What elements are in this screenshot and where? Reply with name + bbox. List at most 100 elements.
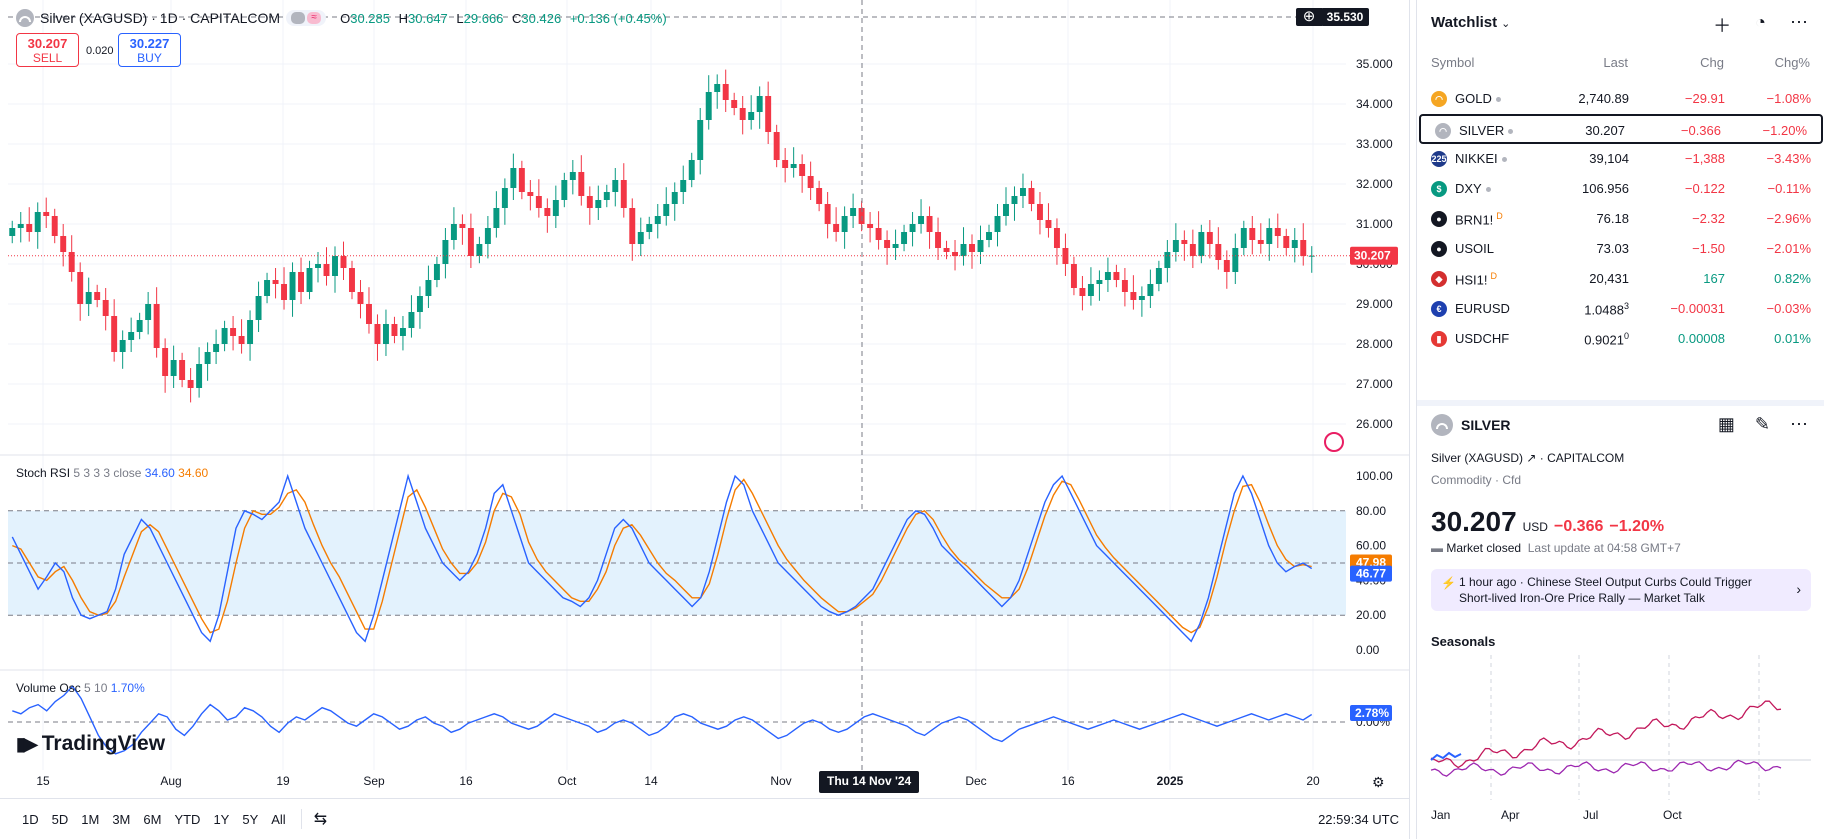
watchlist-row-nikkei[interactable]: 225 NIKKEI 39,104 −1,388 −3.43% bbox=[1417, 144, 1824, 174]
range-all[interactable]: All bbox=[271, 811, 286, 827]
news-card[interactable]: ⚡ 1 hour ago · Chinese Steel Output Curb… bbox=[1431, 569, 1811, 611]
date-axis[interactable]: 15 Aug 19 Sep 16 Oct 14 Nov Dec 16 2025 20 bbox=[0, 770, 1356, 792]
candle-body bbox=[705, 92, 712, 120]
watchlist-row-silver[interactable]: ◠ SILVER 30.207 −0.366 −1.20% bbox=[1419, 114, 1823, 144]
225-icon: 225 bbox=[1431, 151, 1447, 167]
stoch-k-tag bbox=[1350, 565, 1392, 582]
candle-body bbox=[765, 96, 772, 132]
candle-body bbox=[179, 360, 186, 380]
more-icon[interactable]: ⋯ bbox=[1790, 12, 1808, 32]
candle-body bbox=[807, 176, 814, 188]
range-3m[interactable]: 3M bbox=[112, 811, 131, 827]
detail-symbol[interactable]: SILVER bbox=[1461, 417, 1511, 433]
row-last-sup: 0 bbox=[1623, 331, 1629, 341]
status-dot-icon bbox=[1495, 97, 1501, 103]
axis-settings-icon[interactable]: ⚙ bbox=[1372, 774, 1385, 790]
candle-body bbox=[748, 112, 755, 120]
chart-area[interactable]: 35.00034.00033.00032.00031.00030.00029.0… bbox=[0, 0, 1410, 839]
row-chg-pct: −3.43% bbox=[1766, 151, 1811, 166]
chart-title[interactable]: Silver (XAGUSD) · 1D · CAPITALCOM bbox=[40, 10, 281, 26]
add-crosshair-icon[interactable]: ⊕ bbox=[1296, 8, 1322, 26]
status-dot-icon bbox=[1501, 157, 1507, 163]
detail-name-text[interactable]: Silver (XAGUSD) bbox=[1431, 451, 1524, 465]
season-month-label: Oct bbox=[1663, 808, 1682, 822]
detail-type: Commodity · Cfd bbox=[1431, 473, 1522, 487]
seasonals-title[interactable]: Seasonals bbox=[1431, 634, 1496, 649]
range-5y[interactable]: 5Y bbox=[242, 811, 259, 827]
watchlist-row-usoil[interactable]: ● USOIL 73.03 −1.50 −2.01% bbox=[1417, 234, 1824, 264]
add-symbol-icon[interactable]: ＋ bbox=[1713, 16, 1732, 36]
news-headline-line1: Chinese Steel Output Curbs Could Trigger bbox=[1527, 575, 1752, 589]
candle-body bbox=[535, 196, 542, 208]
row-last-text: 39,104 bbox=[1589, 151, 1629, 166]
watchlist-row-gold[interactable]: ◠ GOLD 2,740.89 −29.91 −1.08% bbox=[1417, 84, 1824, 114]
stoch-d-line bbox=[12, 478, 1312, 634]
minus-icon[interactable] bbox=[291, 12, 306, 24]
spread-value: 0.020 bbox=[86, 45, 114, 57]
sell-price: 30.207 bbox=[27, 36, 68, 51]
candle-body bbox=[1266, 228, 1273, 244]
more-icon[interactable]: ⋯ bbox=[1790, 414, 1808, 434]
candle-body bbox=[833, 224, 840, 232]
col-chg[interactable]: Chg bbox=[1700, 55, 1724, 70]
row-chg-pct: 0.01% bbox=[1774, 331, 1811, 346]
range-1y[interactable]: 1Y bbox=[213, 811, 230, 827]
col-last[interactable]: Last bbox=[1603, 55, 1628, 70]
col-symbol[interactable]: Symbol bbox=[1431, 55, 1475, 70]
candle-body bbox=[1011, 196, 1018, 204]
candle-body bbox=[1274, 228, 1281, 236]
sell-button[interactable]: 30.207 SELL bbox=[16, 33, 79, 67]
external-link-icon[interactable]: ↗ bbox=[1526, 451, 1537, 465]
candle-body bbox=[1121, 280, 1128, 292]
advanced-view-icon[interactable]: ◔ bbox=[1755, 12, 1766, 32]
buy-button[interactable]: 30.227 BUY bbox=[118, 33, 181, 67]
go-to-date-icon[interactable]: ⇆ bbox=[313, 811, 328, 828]
grid-icon[interactable]: ▦ bbox=[1717, 414, 1735, 434]
watchlist-row-eurusd[interactable]: € EURUSD 1.04883 −0.00031 −0.03% bbox=[1417, 294, 1824, 324]
stoch-k-tag-text: 46.77 bbox=[1356, 567, 1386, 581]
candle-body bbox=[323, 264, 330, 276]
utc-clock[interactable]: 22:59:34 UTC bbox=[1318, 812, 1399, 827]
vol-tag-text: 2.78% bbox=[1355, 706, 1389, 720]
watchlist-row-dxy[interactable]: $ DXY 106.956 −0.122 −0.11% bbox=[1417, 174, 1824, 204]
edit-icon[interactable]: ✎ bbox=[1754, 414, 1770, 434]
candle-body bbox=[799, 164, 806, 176]
stoch-k-line bbox=[11, 473, 1313, 643]
col-chg-pct[interactable]: Chg% bbox=[1774, 55, 1810, 70]
watchlist-row-hsi1[interactable]: ◆ HSI1! D 20,431 167 0.82% bbox=[1417, 264, 1824, 294]
wave-icon[interactable]: ≈ bbox=[307, 12, 322, 24]
range-1m[interactable]: 1M bbox=[81, 811, 100, 827]
market-status: ▬ Market closed Last update at 04:58 GMT… bbox=[1431, 541, 1681, 555]
candle-body bbox=[586, 196, 593, 208]
price-tick-label: 26.000 bbox=[1356, 417, 1393, 431]
detail-exchange[interactable]: CAPITALCOM bbox=[1547, 451, 1625, 465]
candle-body bbox=[119, 340, 126, 352]
row-last: 2,740.89 bbox=[1578, 91, 1629, 106]
range-1d[interactable]: 1D bbox=[22, 811, 39, 827]
watchlist-title[interactable]: Watchlist ⌄ bbox=[1431, 14, 1510, 31]
watchlist-row-usdchf[interactable]: ▮ USDCHF 0.90210 0.00008 0.01% bbox=[1417, 324, 1824, 354]
stoch-rsi-legend[interactable]: Stoch RSI 5 3 3 3 close 34.60 34.60 bbox=[16, 466, 208, 480]
candle-body bbox=[552, 200, 559, 216]
row-chg-pct: −1.20% bbox=[1762, 123, 1807, 138]
volume-osc-legend[interactable]: Volume Osc 5 10 1.70% bbox=[16, 681, 145, 695]
candle-body bbox=[510, 168, 517, 188]
row-last: 1.04883 bbox=[1584, 301, 1629, 317]
candle-body bbox=[841, 216, 848, 232]
range-6m[interactable]: 6M bbox=[143, 811, 162, 827]
$-icon: $ bbox=[1431, 181, 1447, 197]
range-5d[interactable]: 5D bbox=[51, 811, 69, 827]
row-last: 20,431 bbox=[1589, 271, 1629, 286]
candle-body bbox=[943, 248, 950, 252]
row-chg: −0.366 bbox=[1680, 123, 1721, 138]
chart-canvas[interactable]: 35.00034.00033.00032.00031.00030.00029.0… bbox=[0, 0, 1410, 839]
candle-body bbox=[1104, 272, 1111, 280]
candle-body bbox=[459, 224, 466, 228]
range-ytd[interactable]: YTD bbox=[174, 811, 201, 827]
candle-body bbox=[433, 264, 440, 280]
buy-price: 30.227 bbox=[129, 36, 170, 51]
row-chg: −0.122 bbox=[1684, 181, 1725, 196]
tradingview-logo[interactable]: ▮▶ TradingView bbox=[16, 732, 165, 756]
chart-actions-pill[interactable]: ≈ bbox=[286, 10, 327, 26]
watchlist-row-brn1[interactable]: ● BRN1! D 76.18 −2.32 −2.96% bbox=[1417, 204, 1824, 234]
